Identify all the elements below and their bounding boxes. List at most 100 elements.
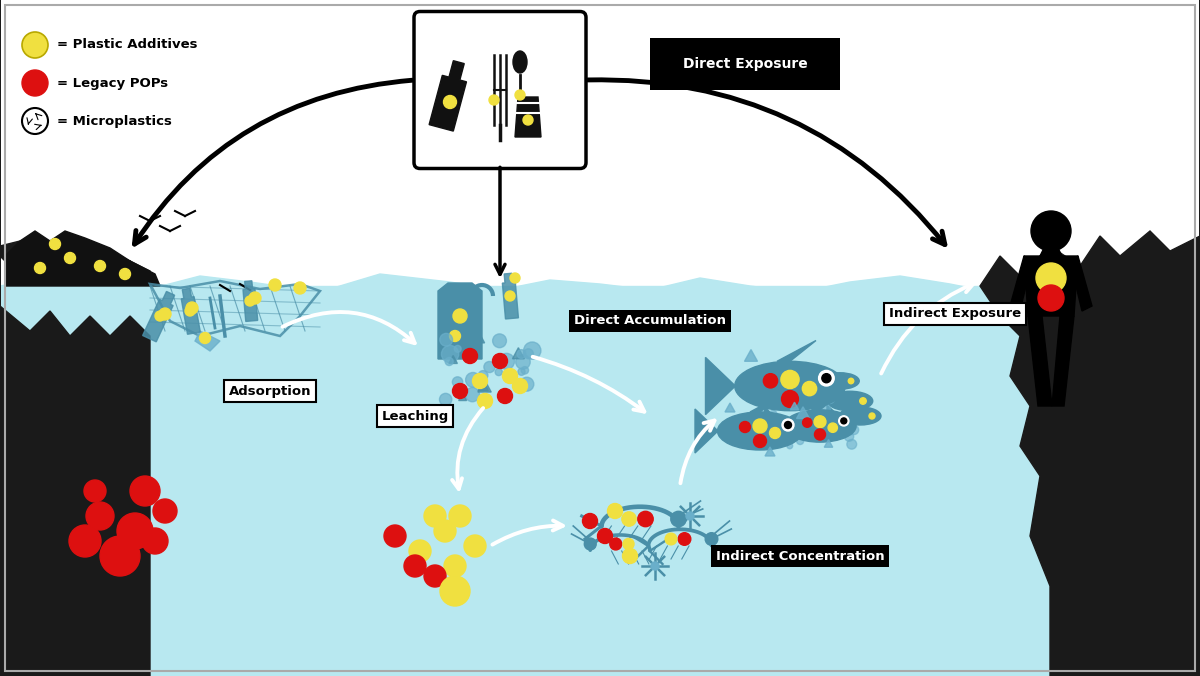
Circle shape — [450, 331, 461, 341]
Circle shape — [820, 411, 833, 423]
Circle shape — [638, 511, 653, 527]
Circle shape — [623, 539, 634, 550]
Polygon shape — [750, 396, 780, 412]
Circle shape — [787, 443, 793, 449]
Circle shape — [754, 435, 767, 448]
Text: = Plastic Additives: = Plastic Additives — [58, 39, 198, 51]
Circle shape — [245, 296, 256, 306]
Circle shape — [582, 514, 598, 529]
Circle shape — [769, 410, 778, 418]
Circle shape — [493, 334, 506, 347]
Polygon shape — [143, 291, 175, 342]
Circle shape — [510, 273, 520, 283]
Circle shape — [818, 370, 834, 386]
Circle shape — [782, 438, 790, 445]
Circle shape — [828, 419, 838, 429]
Polygon shape — [473, 332, 485, 343]
Circle shape — [498, 389, 512, 404]
Circle shape — [444, 555, 466, 577]
Circle shape — [769, 427, 780, 439]
Polygon shape — [1070, 256, 1092, 311]
Polygon shape — [778, 341, 816, 361]
Text: Indirect Exposure: Indirect Exposure — [889, 308, 1021, 320]
Circle shape — [462, 349, 478, 364]
Circle shape — [678, 533, 691, 546]
Circle shape — [665, 533, 677, 545]
Polygon shape — [766, 447, 775, 456]
Circle shape — [503, 368, 517, 383]
Circle shape — [84, 480, 106, 502]
Circle shape — [786, 397, 796, 406]
Circle shape — [518, 368, 526, 375]
Circle shape — [781, 391, 798, 408]
Circle shape — [584, 538, 596, 550]
Circle shape — [847, 439, 857, 449]
Text: = Legacy POPs: = Legacy POPs — [58, 76, 168, 89]
Circle shape — [250, 292, 262, 304]
Circle shape — [269, 279, 281, 291]
Circle shape — [440, 576, 470, 606]
Polygon shape — [503, 273, 518, 319]
Circle shape — [814, 416, 826, 428]
Polygon shape — [438, 283, 482, 359]
Circle shape — [496, 368, 503, 376]
Circle shape — [859, 397, 866, 404]
Circle shape — [445, 358, 454, 366]
Polygon shape — [810, 371, 821, 391]
Circle shape — [484, 362, 496, 372]
Polygon shape — [725, 403, 734, 412]
Circle shape — [523, 349, 533, 359]
Circle shape — [479, 370, 488, 380]
Circle shape — [86, 502, 114, 530]
Circle shape — [757, 390, 766, 398]
Polygon shape — [512, 347, 524, 359]
Circle shape — [761, 408, 768, 416]
Circle shape — [440, 333, 452, 346]
Circle shape — [452, 377, 463, 387]
Circle shape — [826, 395, 834, 404]
Polygon shape — [1010, 256, 1032, 311]
Polygon shape — [194, 331, 220, 351]
Polygon shape — [1052, 316, 1074, 406]
Circle shape — [610, 538, 622, 550]
Circle shape — [815, 429, 826, 440]
Circle shape — [671, 511, 686, 527]
Circle shape — [186, 302, 198, 314]
Text: = Microplastics: = Microplastics — [58, 114, 172, 128]
Circle shape — [478, 393, 492, 408]
Circle shape — [130, 476, 160, 506]
Circle shape — [822, 374, 830, 383]
Ellipse shape — [514, 51, 527, 73]
Circle shape — [869, 413, 875, 419]
Circle shape — [839, 416, 848, 426]
Ellipse shape — [734, 361, 845, 411]
Polygon shape — [0, 274, 1000, 676]
Circle shape — [444, 95, 456, 109]
Polygon shape — [980, 0, 1200, 676]
Circle shape — [142, 528, 168, 554]
Circle shape — [523, 115, 533, 125]
Circle shape — [449, 505, 470, 527]
Circle shape — [845, 427, 853, 435]
Circle shape — [455, 345, 461, 352]
Circle shape — [22, 108, 48, 134]
Text: Indirect Concentration: Indirect Concentration — [715, 550, 884, 562]
Polygon shape — [797, 407, 810, 418]
Circle shape — [650, 562, 659, 570]
Circle shape — [424, 565, 446, 587]
Circle shape — [850, 425, 859, 435]
Polygon shape — [515, 97, 541, 137]
Ellipse shape — [821, 372, 859, 389]
Polygon shape — [5, 231, 160, 286]
Text: Direct Exposure: Direct Exposure — [683, 57, 808, 71]
Circle shape — [745, 387, 754, 395]
Circle shape — [185, 306, 194, 316]
Polygon shape — [1024, 256, 1078, 316]
Polygon shape — [1028, 316, 1052, 406]
Circle shape — [782, 419, 794, 431]
Circle shape — [404, 555, 426, 577]
Circle shape — [623, 548, 637, 564]
Ellipse shape — [718, 412, 803, 450]
Circle shape — [505, 291, 515, 301]
Polygon shape — [815, 389, 827, 413]
